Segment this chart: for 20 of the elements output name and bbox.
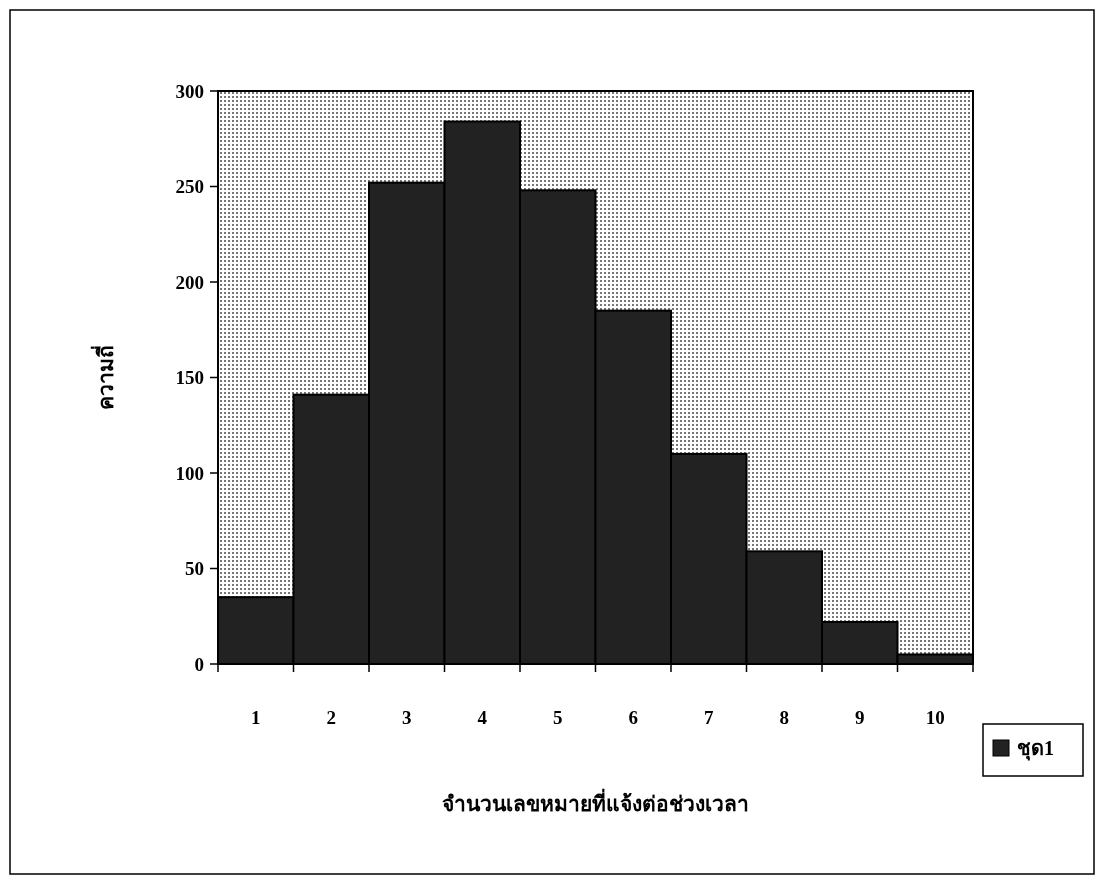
x-tick-label: 9 bbox=[855, 707, 865, 728]
x-tick-label: 2 bbox=[326, 707, 336, 728]
x-tick-label: 1 bbox=[251, 707, 261, 728]
y-tick-label: 200 bbox=[175, 271, 204, 293]
x-axis-title: จำนวนเลขหมายที่แจ้งต่อช่วงเวลา bbox=[442, 788, 749, 816]
x-tick-label: 5 bbox=[553, 707, 563, 728]
x-tick-label: 3 bbox=[402, 707, 412, 728]
y-tick-label: 300 bbox=[175, 80, 204, 102]
x-tick-label: 6 bbox=[628, 707, 638, 728]
legend-label: ชุด1 bbox=[1017, 737, 1054, 761]
y-tick-label: 100 bbox=[175, 462, 204, 484]
y-tick-label: 0 bbox=[194, 653, 204, 675]
x-tick-label: 7 bbox=[704, 707, 714, 728]
y-axis-title: ความถี่ bbox=[90, 345, 118, 410]
y-tick-label: 50 bbox=[185, 558, 204, 580]
y-tick-label: 150 bbox=[175, 367, 204, 389]
y-tick-label: 250 bbox=[175, 176, 204, 198]
x-tick-label: 8 bbox=[779, 707, 789, 728]
x-tick-label: 4 bbox=[477, 707, 488, 728]
x-tick-label: 10 bbox=[925, 707, 945, 728]
